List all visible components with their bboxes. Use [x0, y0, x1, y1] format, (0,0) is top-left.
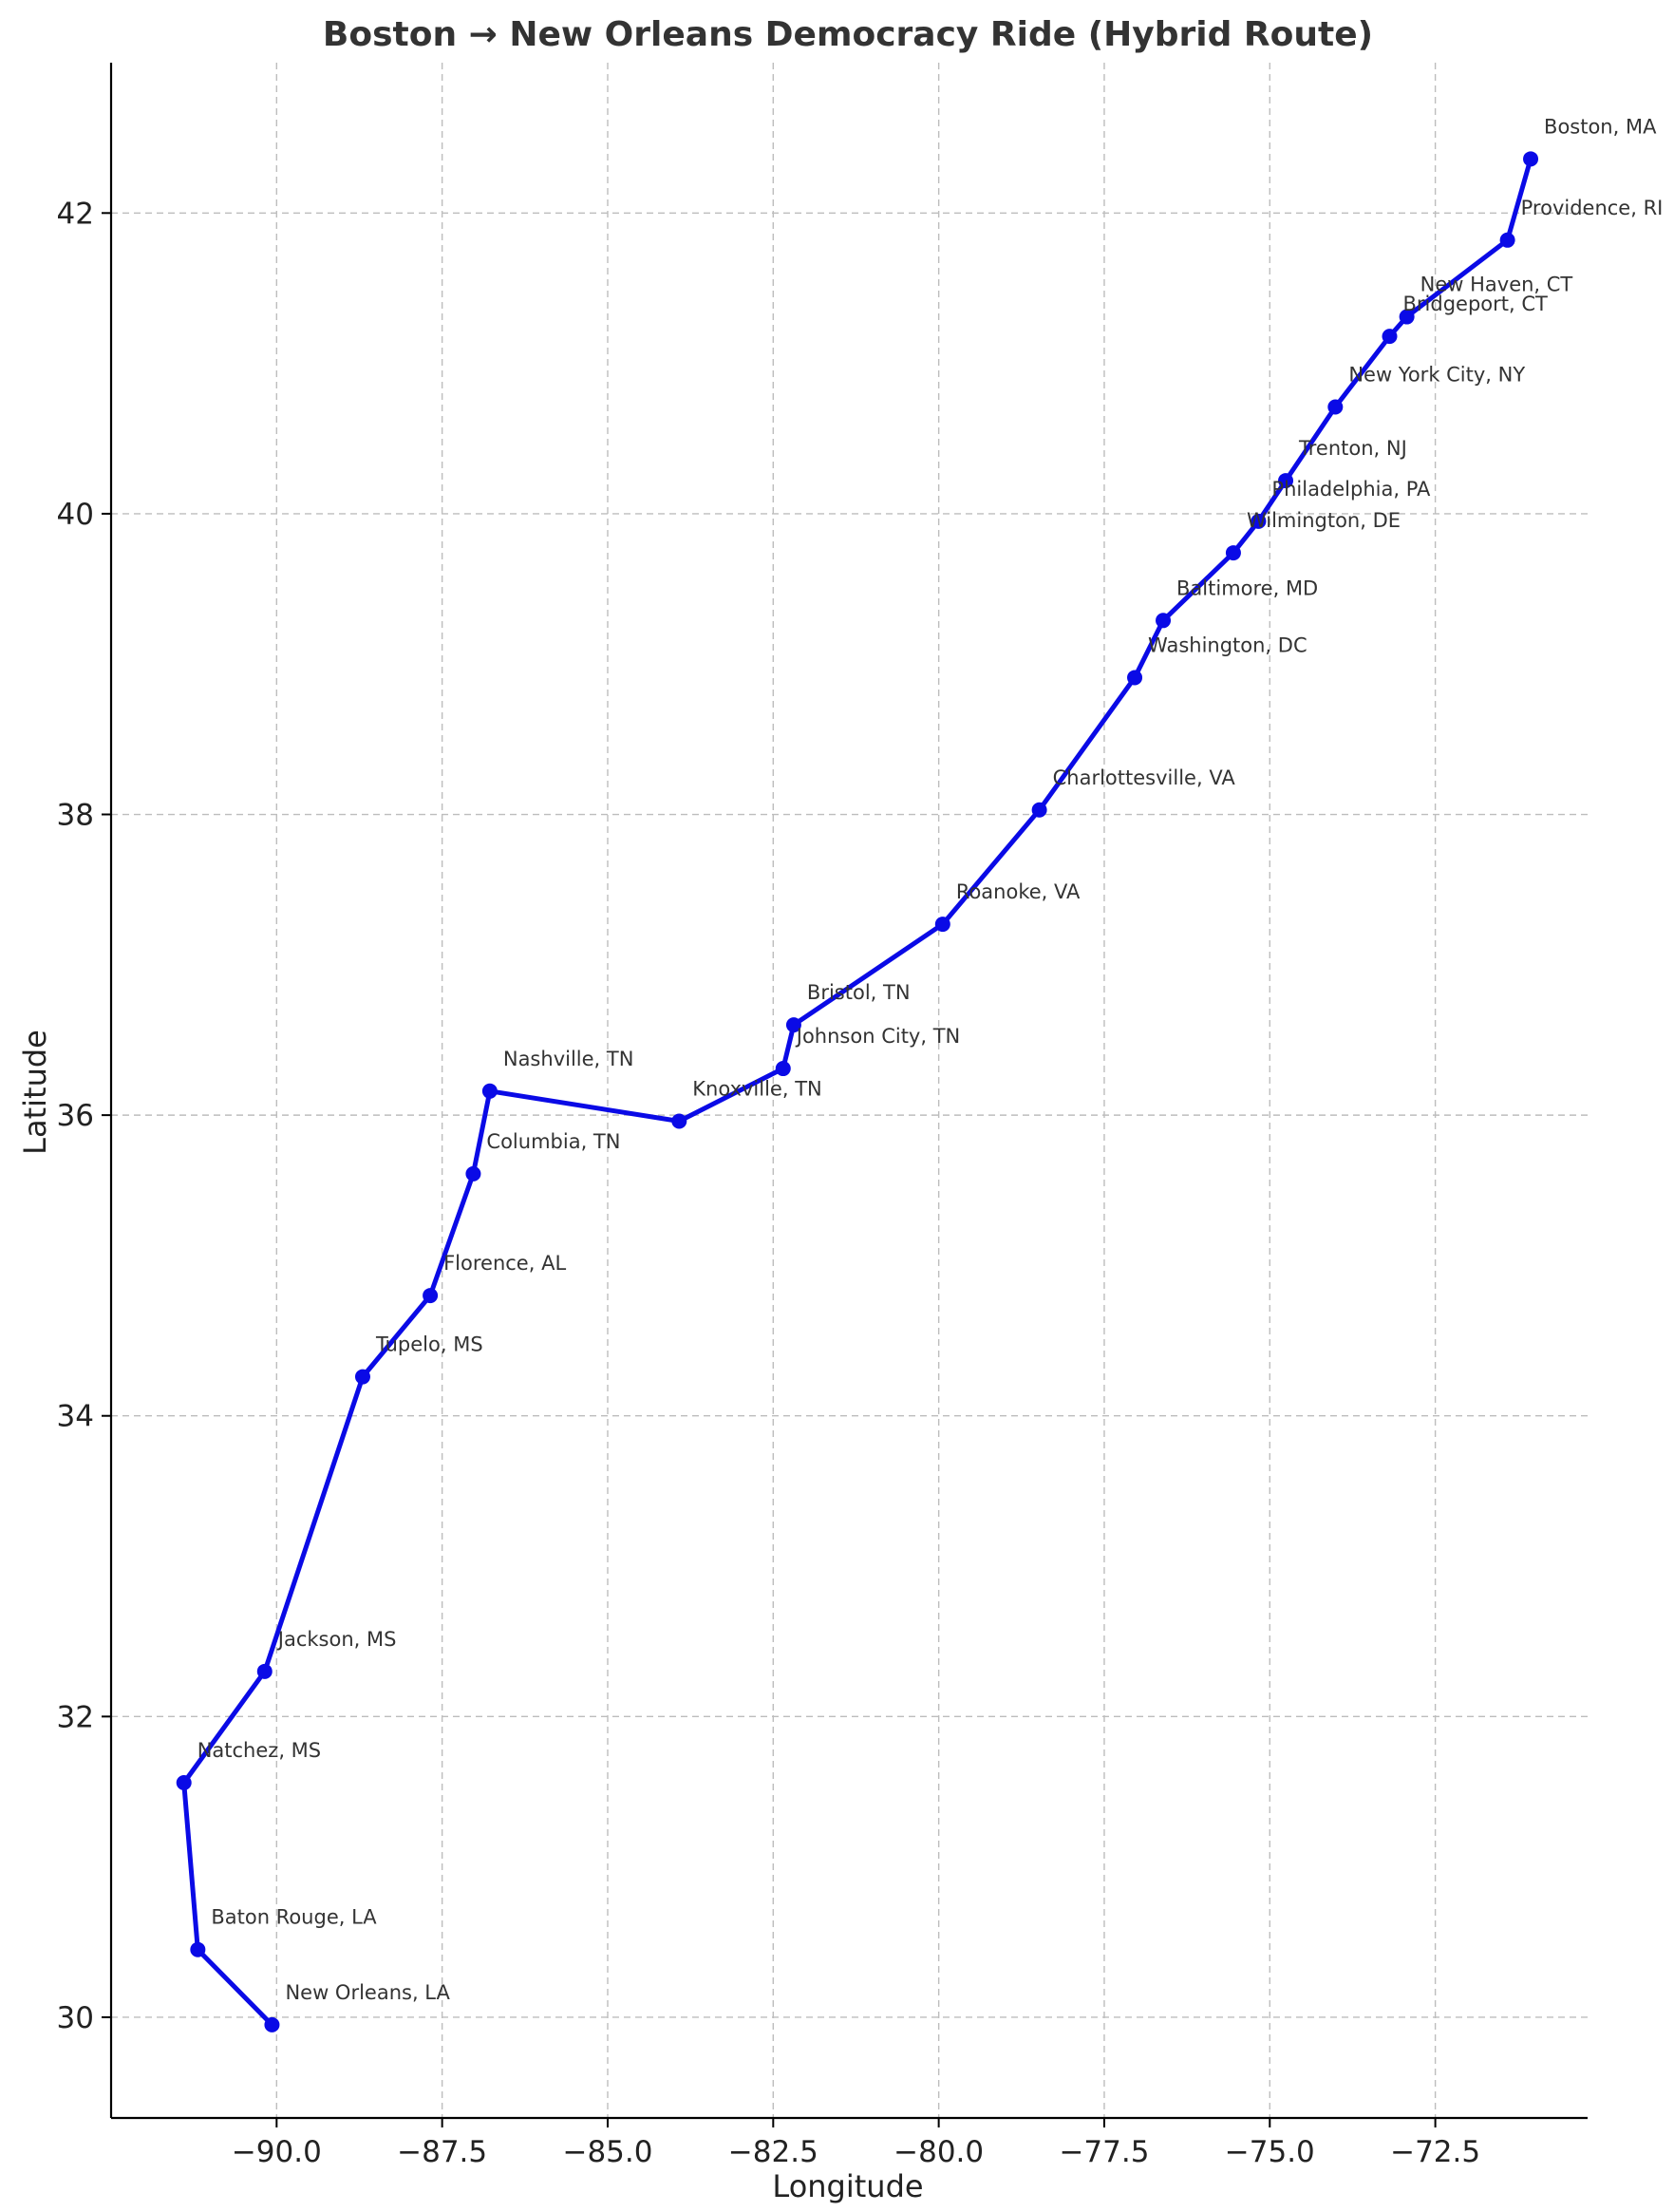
route-point	[1523, 151, 1539, 167]
x-ticks: −90.0 −87.5 −85.0 −82.5 −80.0 −77.5 −75.0 −72.5	[232, 2118, 1480, 2169]
x-tick-label: −82.5	[728, 2135, 818, 2169]
y-ticks: 30 32 34 36 38 40 42	[57, 197, 111, 2035]
route-point	[465, 1165, 481, 1182]
y-tick-label: 32	[57, 1700, 94, 1734]
route-point	[256, 1663, 273, 1679]
route-point	[1251, 513, 1267, 529]
y-tick-label: 36	[57, 1099, 94, 1133]
axes	[109, 63, 1588, 2120]
route-point	[190, 1941, 206, 1957]
x-tick-label: −87.5	[397, 2135, 487, 2169]
y-tick-label: 42	[57, 197, 94, 231]
route-point	[934, 917, 950, 933]
route-point-label: Jackson, MS	[276, 1628, 397, 1651]
route-point	[176, 1774, 192, 1790]
route-point-label: Washington, DC	[1148, 633, 1307, 656]
route-point-label: Knoxville, TN	[692, 1077, 821, 1100]
route-point-label: Johnson City, TN	[795, 1025, 960, 1048]
route-point-label: Boston, MA	[1544, 115, 1657, 138]
route-points	[176, 151, 1539, 2032]
x-tick-label: −80.0	[893, 2135, 984, 2169]
route-point	[1225, 545, 1241, 561]
route-point-label: New Haven, CT	[1420, 274, 1573, 296]
route-point	[264, 2016, 280, 2032]
route-point-label: Nashville, TN	[503, 1048, 634, 1070]
y-tick-label: 38	[57, 799, 94, 833]
route-point-label: Baton Rouge, LA	[211, 1906, 377, 1929]
route-point-label: Bridgeport, CT	[1403, 293, 1549, 315]
route-point-label: New York City, NY	[1348, 364, 1525, 387]
route-point-label: New Orleans, LA	[285, 1981, 450, 2004]
route-point	[1127, 670, 1143, 686]
route-point-label: Natchez, MS	[197, 1739, 321, 1762]
route-point	[1382, 329, 1398, 345]
x-tick-label: −90.0	[232, 2135, 322, 2169]
route-point-label: Florence, AL	[443, 1252, 566, 1275]
route-point-label: Bristol, TN	[807, 981, 911, 1004]
route-point-label: Columbia, TN	[486, 1130, 620, 1153]
route-point	[423, 1288, 439, 1304]
route-point	[354, 1369, 370, 1385]
route-point	[1399, 309, 1415, 325]
route-point-label: Tupelo, MS	[375, 1333, 483, 1356]
y-tick-label: 40	[57, 498, 94, 532]
route-point	[481, 1083, 498, 1099]
x-tick-label: −75.0	[1225, 2135, 1315, 2169]
route-point-label: Trenton, NJ	[1298, 437, 1407, 460]
x-tick-label: −77.5	[1059, 2135, 1149, 2169]
route-point	[1499, 232, 1515, 248]
route-point-label: Charlottesville, VA	[1053, 766, 1236, 789]
route-point	[1327, 399, 1344, 415]
route-point	[1278, 473, 1294, 489]
chart-title: Boston → New Orleans Democracy Ride (Hyb…	[323, 15, 1373, 54]
route-point	[671, 1113, 687, 1129]
route-point	[775, 1061, 791, 1077]
route-point-label: Philadelphia, PA	[1271, 478, 1431, 501]
x-tick-label: −85.0	[562, 2135, 652, 2169]
route-point-label: Roanoke, VA	[956, 880, 1081, 903]
x-axis-label: Longitude	[772, 2168, 923, 2204]
route-point	[1156, 613, 1172, 629]
route-point	[785, 1017, 801, 1033]
route-point-label: Wilmington, DE	[1247, 509, 1401, 532]
x-tick-label: −72.5	[1390, 2135, 1480, 2169]
y-tick-label: 34	[57, 1400, 94, 1434]
route-point-label: Baltimore, MD	[1176, 577, 1318, 599]
y-axis-label: Latitude	[17, 1030, 53, 1155]
route-point	[1031, 802, 1047, 818]
y-tick-label: 30	[57, 2001, 94, 2035]
route-point-label: Providence, RI	[1521, 197, 1664, 219]
grid-lines	[111, 63, 1588, 2118]
